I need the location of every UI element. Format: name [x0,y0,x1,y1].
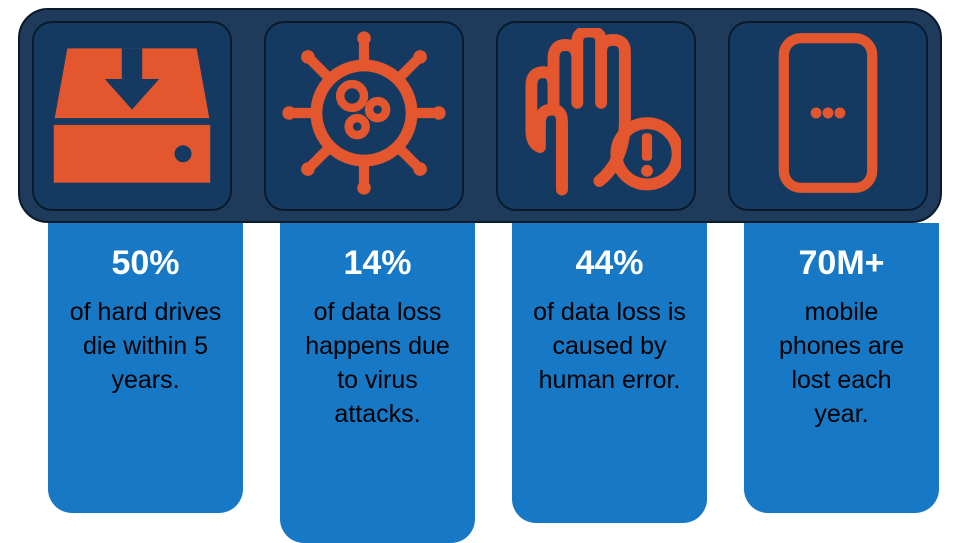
stat-value: 70M+ [762,245,921,282]
hdd-download-icon [47,28,217,203]
stat-value: 14% [298,245,457,282]
stat-card-3: 70M+ mobile phones are lost each year. [744,223,939,513]
stat-card-1: 14% of data loss happens due to virus at… [280,223,475,543]
stat-desc: mobile phones are lost each year. [762,296,921,431]
phone-icon [743,28,913,203]
stat-desc: of data loss is caused by human error. [530,296,689,397]
icon-tile-hand [496,21,696,211]
icon-tile-hdd [32,21,232,211]
stat-desc: of hard drives die within 5 years. [66,296,225,397]
icon-tile-virus [264,21,464,211]
icon-bar [18,8,942,223]
hand-alert-icon [511,28,681,203]
stat-value: 50% [66,245,225,282]
stat-card-0: 50% of hard drives die within 5 years. [48,223,243,513]
stat-value: 44% [530,245,689,282]
infographic-canvas: 50% of hard drives die within 5 years. 1… [0,0,960,543]
virus-icon [279,28,449,203]
icon-tile-phone [728,21,928,211]
stat-card-2: 44% of data loss is caused by human erro… [512,223,707,523]
stat-desc: of data loss happens due to virus attack… [298,296,457,431]
